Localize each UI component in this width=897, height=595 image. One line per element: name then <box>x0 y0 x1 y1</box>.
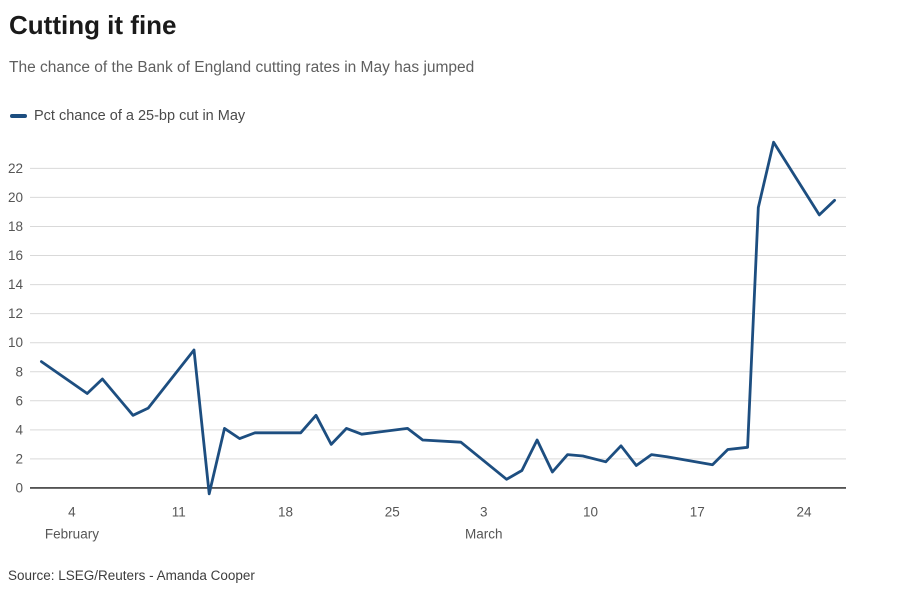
legend-line-swatch <box>10 114 27 118</box>
y-tick-label: 18 <box>8 219 23 234</box>
y-tick-label: 20 <box>8 190 23 205</box>
legend-label: Pct chance of a 25-bp cut in May <box>34 108 246 124</box>
x-tick-label: 4 <box>68 505 76 520</box>
source-credit: Source: LSEG/Reuters - Amanda Cooper <box>8 568 255 583</box>
x-tick-label: 3 <box>480 505 488 520</box>
y-tick-label: 22 <box>8 161 23 176</box>
y-tick-label: 6 <box>15 393 23 408</box>
y-tick-label: 16 <box>8 248 23 263</box>
x-tick-label: 18 <box>278 505 293 520</box>
y-tick-label: 4 <box>15 422 23 437</box>
y-tick-label: 0 <box>15 480 23 495</box>
x-tick-label: 25 <box>385 505 400 520</box>
chart-title: Cutting it fine <box>9 10 177 40</box>
x-month-label: March <box>465 527 503 542</box>
y-tick-label: 8 <box>15 364 23 379</box>
series-line <box>40 140 836 496</box>
x-month-label: February <box>45 527 99 542</box>
x-tick-label: 10 <box>583 505 598 520</box>
chart-subtitle: The chance of the Bank of England cuttin… <box>9 59 475 76</box>
y-tick-label: 12 <box>8 306 23 321</box>
y-tick-label: 2 <box>15 451 23 466</box>
x-tick-label: 24 <box>797 505 813 520</box>
x-tick-label: 11 <box>172 505 186 520</box>
y-tick-label: 14 <box>8 277 24 292</box>
y-tick-label: 10 <box>8 335 23 350</box>
legend: Pct chance of a 25-bp cut in May <box>10 106 245 126</box>
x-tick-label: 17 <box>690 505 705 520</box>
